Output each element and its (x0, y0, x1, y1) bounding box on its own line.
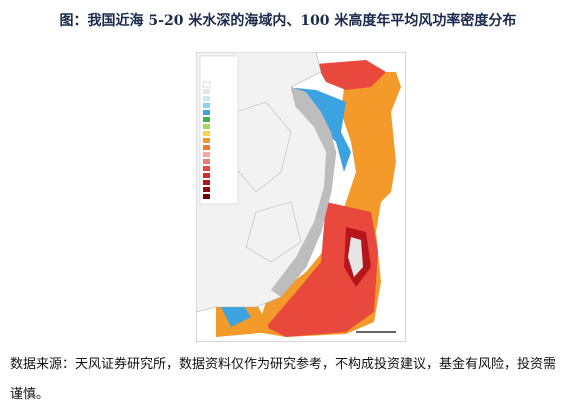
sea-red-north (316, 60, 386, 90)
legend (199, 55, 239, 205)
sea-blue-south (221, 302, 251, 327)
coastal-terrain (271, 87, 336, 297)
island (348, 237, 363, 277)
figure-title: 图：我国近海 5-20 米水深的海域内、100 米高度年平均风功率密度分布 (59, 13, 517, 29)
wind-map (196, 52, 406, 342)
source-note: 数据来源：天风证券研究所，数据资料仅作为研究参考，不构成投资建议，基金有风险，投… (10, 357, 557, 402)
